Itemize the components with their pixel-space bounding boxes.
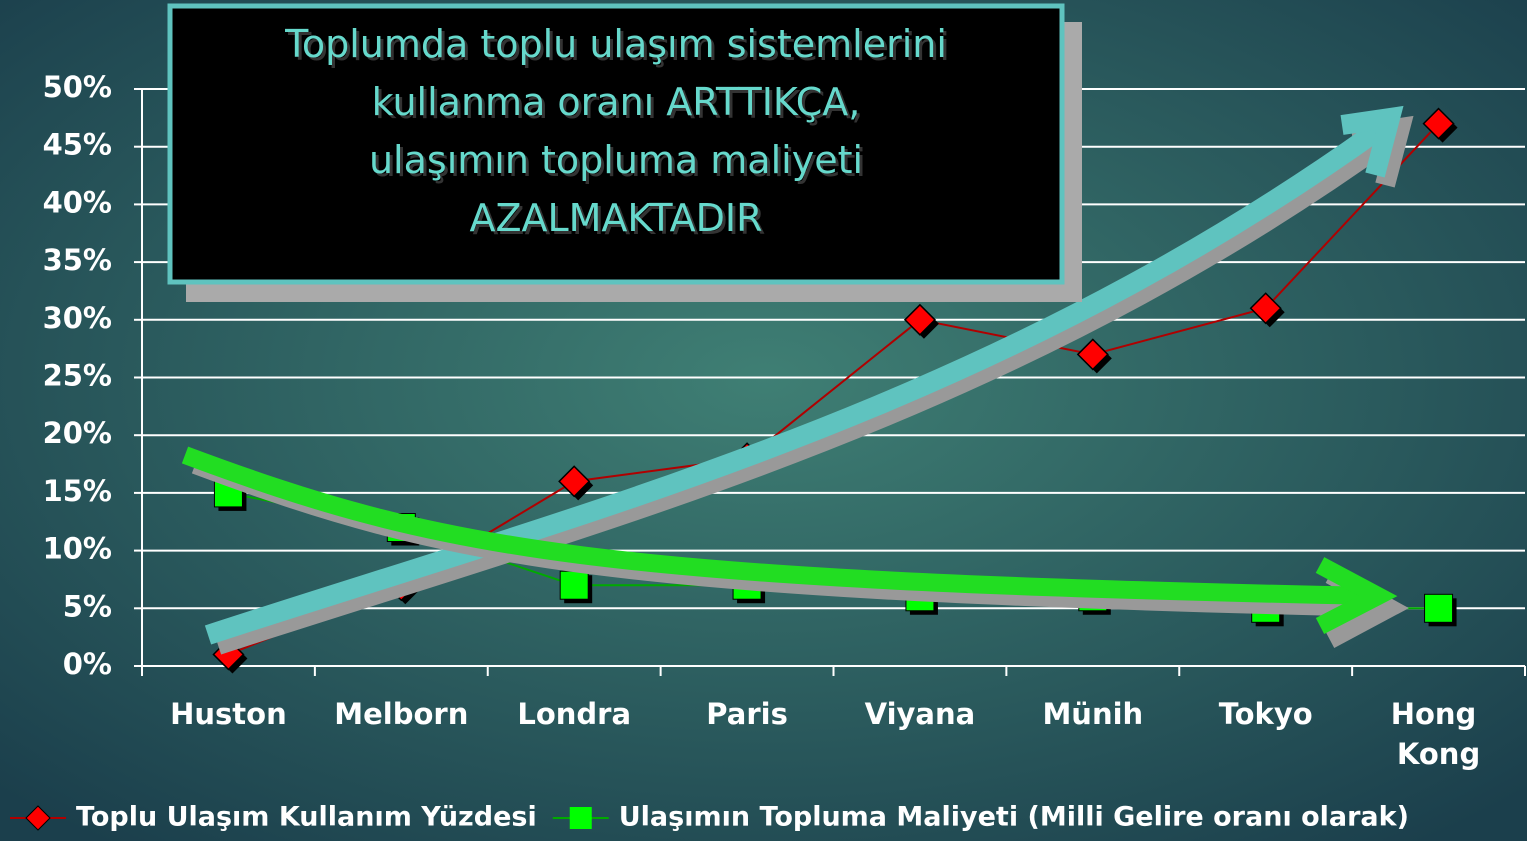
trend-arrow-shadow bbox=[214, 126, 1401, 655]
annotation-text: Toplumda toplu ulaşım sistemlerini bbox=[284, 22, 947, 66]
annotation-text: AZALMAKTADIR bbox=[469, 196, 762, 240]
y-tick-label: 45% bbox=[43, 128, 112, 162]
trend-arrows bbox=[181, 105, 1414, 655]
annotation-box bbox=[167, 3, 1065, 285]
annotation-text: ulaşımın topluma maliyeti bbox=[369, 138, 863, 182]
x-tick-label: Londra bbox=[517, 697, 631, 731]
x-tick-label: Huston bbox=[170, 697, 287, 731]
point bbox=[1424, 593, 1454, 623]
legend-label: Ulaşımın Topluma Maliyeti (Milli Gelire … bbox=[619, 802, 1409, 833]
legend: Toplu Ulaşım Kullanım Yüzdesi Ulaşımın To… bbox=[10, 802, 1409, 833]
trend-arrow-up bbox=[204, 116, 1391, 645]
annotation-shadow-text: ulaşımın topluma maliyeti bbox=[372, 141, 866, 185]
point bbox=[559, 570, 589, 600]
trend-arrow-down bbox=[1315, 557, 1398, 634]
y-tick-label: 25% bbox=[43, 359, 112, 393]
y-tick-label: 40% bbox=[43, 185, 112, 219]
legend-marker bbox=[569, 807, 592, 829]
point bbox=[1422, 107, 1455, 140]
y-tick-label: 10% bbox=[43, 532, 112, 566]
annotation-shadow-text: kullanma oranı ARTTIKÇA, bbox=[375, 83, 864, 127]
x-tick-label: Tokyo bbox=[1219, 697, 1313, 731]
x-tick-label: Paris bbox=[706, 697, 788, 731]
legend-marker bbox=[25, 805, 51, 831]
point bbox=[903, 303, 936, 336]
trend-arrow-down bbox=[181, 446, 1376, 605]
annotation-shadow-text: AZALMAKTADIR bbox=[472, 199, 765, 243]
annotation: Toplumda toplu ulaşım sistemleriniToplum… bbox=[284, 22, 950, 243]
y-tick-label: 0% bbox=[63, 647, 112, 681]
annotation-shadow-text: Toplumda toplu ulaşım sistemlerini bbox=[287, 25, 950, 69]
legend-label: Toplu Ulaşım Kullanım Yüzdesi bbox=[76, 802, 537, 833]
y-tick-label: 20% bbox=[43, 416, 112, 450]
y-tick-label: 30% bbox=[43, 301, 112, 335]
trend-arrow-up bbox=[1340, 105, 1404, 178]
y-tick-label: 5% bbox=[63, 589, 112, 623]
y-tick-label: 15% bbox=[43, 474, 112, 508]
annotation-text: kullanma oranı ARTTIKÇA, bbox=[372, 80, 861, 124]
x-tick-label: Münih bbox=[1042, 697, 1143, 731]
x-tick-label: Viyana bbox=[865, 697, 976, 731]
point bbox=[558, 465, 591, 498]
point bbox=[1076, 338, 1109, 371]
point bbox=[1249, 292, 1282, 325]
y-tick-label: 35% bbox=[43, 243, 112, 277]
x-tick-label: Melborn bbox=[334, 697, 468, 731]
y-tick-label: 50% bbox=[43, 70, 112, 104]
x-tick-label: Hong Kong bbox=[1391, 697, 1487, 771]
